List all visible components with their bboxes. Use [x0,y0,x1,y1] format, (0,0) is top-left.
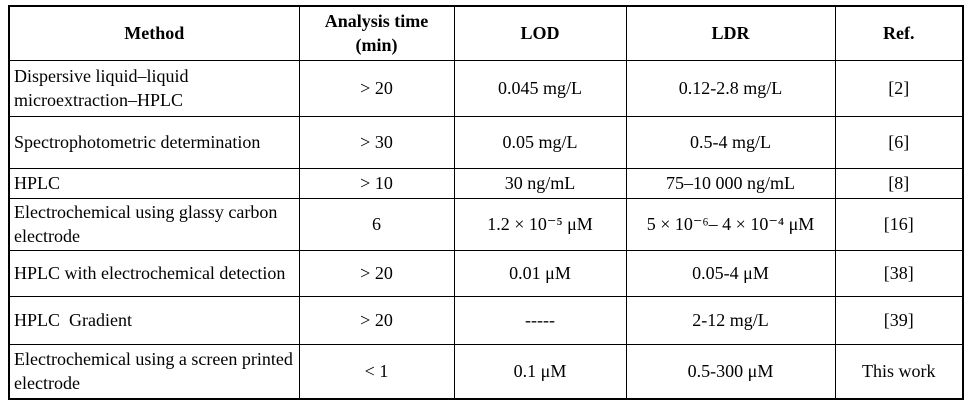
lod-cell: ----- [453,295,627,345]
column-header-lod: LOD [453,5,627,61]
analysis-time-cell: > 20 [298,59,455,117]
analysis-time-cell: > 10 [298,167,455,199]
method-cell: HPLC with electrochemical detection [8,249,300,297]
lod-cell: 0.1 μM [453,343,627,400]
ref-cell: This work [834,343,964,400]
ref-cell: [2] [834,59,964,117]
ldr-cell: 5 × 10⁻⁶– 4 × 10⁻⁴ μM [625,197,836,251]
ref-cell: [16] [834,197,964,251]
ldr-cell: 75–10 000 ng/mL [625,167,836,199]
lod-cell: 0.05 mg/L [453,115,627,169]
ref-cell: [8] [834,167,964,199]
table-row: HPLC > 10 30 ng/mL 75–10 000 ng/mL [8] [8,167,964,199]
analysis-time-cell: > 20 [298,295,455,345]
analysis-time-cell: > 30 [298,115,455,169]
analysis-time-cell: > 20 [298,249,455,297]
method-comparison-table: Method Analysis time (min) LOD LDR Ref. … [8,5,964,401]
ldr-cell: 2-12 mg/L [625,295,836,345]
header-row: Method Analysis time (min) LOD LDR Ref. [8,5,964,61]
method-cell: HPLC Gradient [8,295,300,345]
ldr-cell: 0.05-4 μM [625,249,836,297]
method-cell: Spectrophotometric determination [8,115,300,169]
table-row: HPLC Gradient > 20 ----- 2-12 mg/L [39] [8,295,964,345]
column-header-method: Method [8,5,300,61]
lod-cell: 1.2 × 10⁻⁵ μM [453,197,627,251]
table-row: Electrochemical using glassy carbon elec… [8,197,964,251]
ldr-cell: 0.5-4 mg/L [625,115,836,169]
lod-cell: 0.045 mg/L [453,59,627,117]
ref-cell: [6] [834,115,964,169]
method-cell: Electrochemical using a screen printed e… [8,343,300,400]
analysis-time-cell: < 1 [298,343,455,400]
method-cell: HPLC [8,167,300,199]
ref-cell: [38] [834,249,964,297]
ref-cell: [39] [834,295,964,345]
table-row: Spectrophotometric determination > 30 0.… [8,115,964,169]
method-cell: Dispersive liquid–liquid microextraction… [8,59,300,117]
table-row: HPLC with electrochemical detection > 20… [8,249,964,297]
column-header-ldr: LDR [625,5,836,61]
table-row: Electrochemical using a screen printed e… [8,343,964,400]
lod-cell: 30 ng/mL [453,167,627,199]
table-row: Dispersive liquid–liquid microextraction… [8,59,964,117]
ldr-cell: 0.5-300 μM [625,343,836,400]
method-cell: Electrochemical using glassy carbon elec… [8,197,300,251]
ldr-cell: 0.12-2.8 mg/L [625,59,836,117]
column-header-ref: Ref. [834,5,964,61]
analysis-time-cell: 6 [298,197,455,251]
column-header-analysis-time: Analysis time (min) [298,5,455,61]
lod-cell: 0.01 μM [453,249,627,297]
